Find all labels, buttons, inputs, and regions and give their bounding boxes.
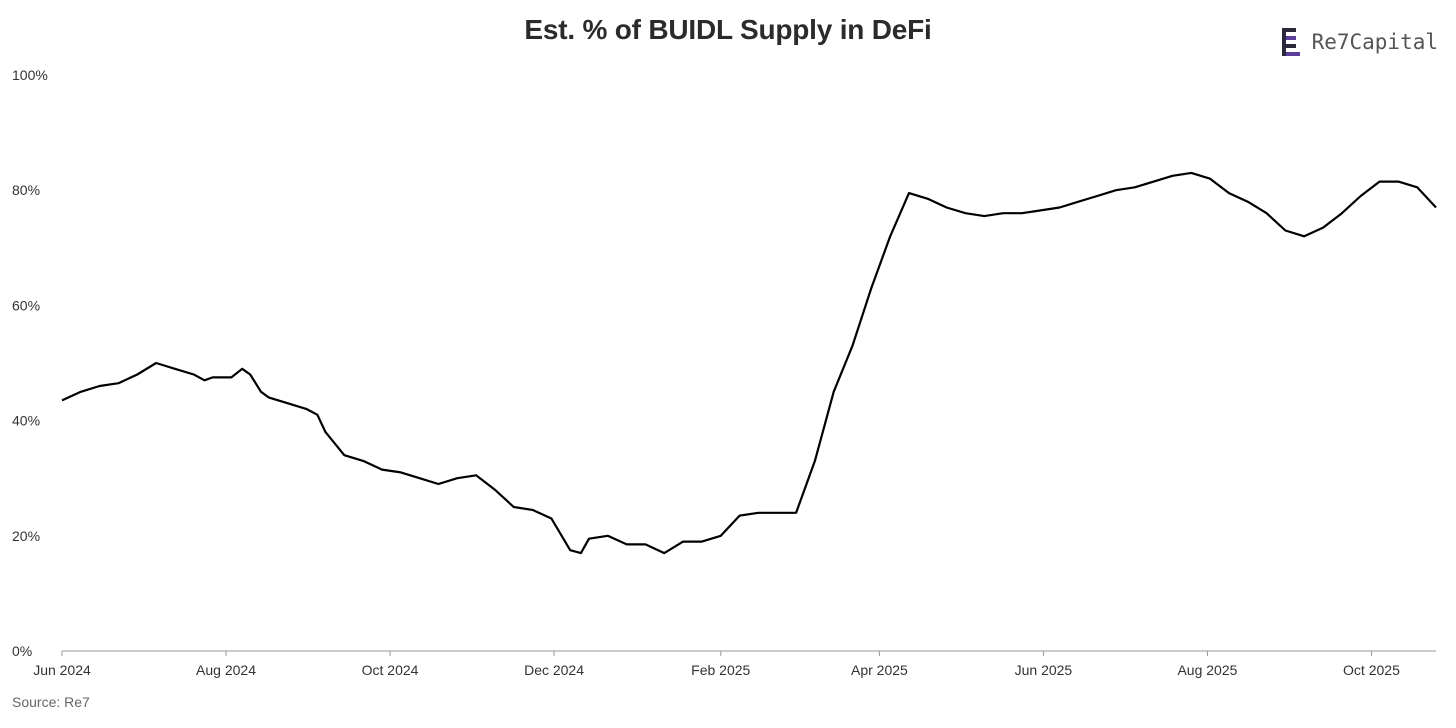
x-tick-label: Jun 2024 [33, 662, 91, 678]
y-tick-label: 100% [12, 67, 48, 83]
y-tick-label: 20% [12, 528, 40, 544]
x-tick-label: Oct 2024 [362, 662, 419, 678]
x-tick-label: Jun 2025 [1015, 662, 1073, 678]
y-tick-label: 0% [12, 643, 32, 659]
x-tick-label: Dec 2024 [524, 662, 584, 678]
series-line [61, 171, 1437, 555]
y-axis: 0% 20% 40% 60% 80% 100% [12, 67, 48, 659]
y-tick-label: 40% [12, 413, 40, 429]
source-note: Source: Re7 [12, 694, 90, 710]
chart-title: Est. % of BUIDL Supply in DeFi [524, 14, 932, 45]
x-tick-label: Feb 2025 [691, 662, 750, 678]
brand-logo: Re7Capital [1281, 28, 1438, 56]
x-tick-label: Aug 2025 [1177, 662, 1237, 678]
re7-logo-icon [1281, 28, 1302, 56]
x-tick-label: Apr 2025 [851, 662, 908, 678]
y-tick-label: 80% [12, 182, 40, 198]
y-tick-label: 60% [12, 297, 40, 313]
x-axis: Jun 2024 Aug 2024 Oct 2024 Dec 2024 Feb 2025… [33, 650, 1436, 678]
brand-name: Re7Capital [1311, 30, 1438, 54]
x-tick-label: Oct 2025 [1343, 662, 1400, 678]
x-tick-label: Aug 2024 [196, 662, 256, 678]
